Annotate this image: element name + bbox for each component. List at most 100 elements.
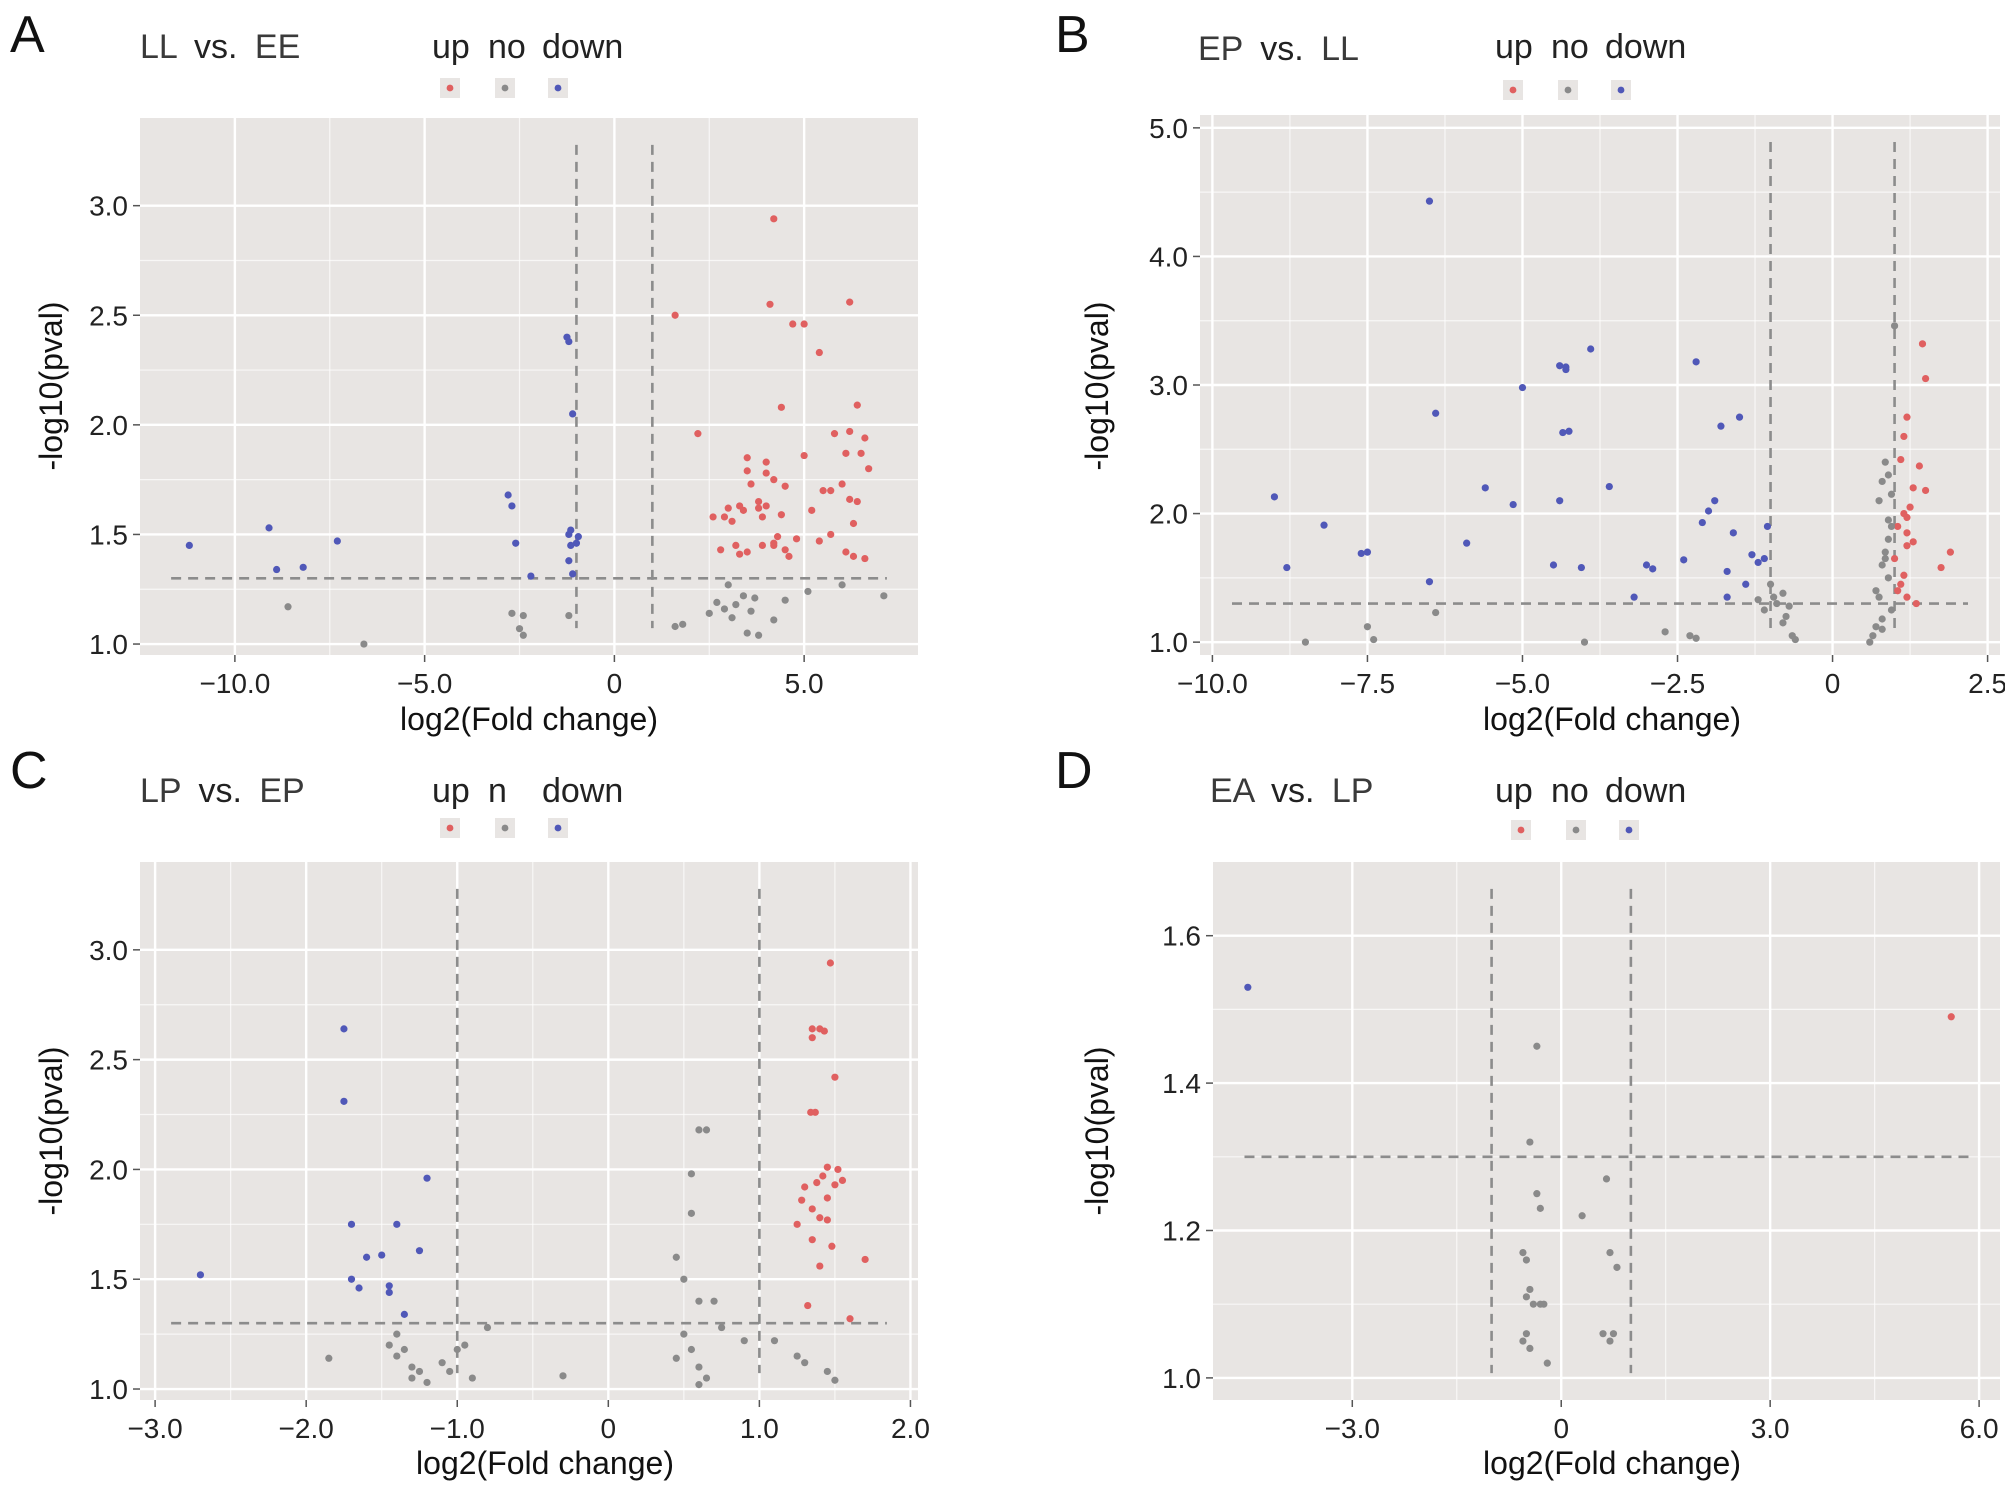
x-tick-label: −2.0 [279, 1413, 334, 1444]
plot-area [140, 862, 918, 1400]
data-point-down [1556, 362, 1564, 370]
data-point-down [347, 1220, 356, 1228]
data-point-up [811, 1108, 819, 1116]
data-point-down [1481, 484, 1489, 492]
data-point-up [743, 454, 751, 462]
data-point-no [1881, 548, 1889, 556]
data-point-no [1782, 612, 1790, 621]
data-point-down [1549, 561, 1558, 569]
panel-letter: C [10, 742, 48, 800]
data-point-no [1788, 632, 1796, 640]
legend-dot-up [1509, 86, 1517, 94]
data-point-up [743, 548, 751, 556]
data-point-no [1533, 1042, 1541, 1050]
data-point-down [1559, 428, 1567, 437]
y-axis-title: -log10(pval) [33, 302, 69, 471]
comparison-title: LL vs. EE [140, 28, 300, 66]
panel-c: C LP vs. EP up n down −3.0 −2.0 −1.0 0 1.0 2.… [10, 742, 930, 1481]
data-point-down [385, 1288, 393, 1296]
data-point-up [819, 1172, 827, 1180]
data-point-up [773, 533, 782, 541]
data-point-no [408, 1363, 416, 1371]
y-tick-label: 1.0 [89, 1374, 128, 1405]
y-tick-label: 1.5 [89, 519, 128, 550]
data-point-up [808, 1034, 816, 1042]
data-point-down [1577, 563, 1585, 572]
group-b-label: EE [255, 28, 300, 66]
data-point-down [299, 563, 307, 571]
data-point-up [758, 541, 767, 550]
data-point-no [508, 609, 516, 617]
data-point-down [574, 533, 582, 541]
data-point-down [340, 1025, 348, 1033]
data-point-up [853, 401, 861, 409]
data-point-no [720, 605, 729, 613]
x-tick-label: 0 [1825, 668, 1841, 699]
data-point-no [515, 625, 524, 633]
data-point-no [1754, 596, 1762, 604]
data-point-no [1878, 625, 1886, 633]
data-point-no [1522, 1330, 1531, 1338]
data-point-up [861, 434, 869, 442]
data-point-no [680, 1275, 688, 1283]
y-tick-label: 2.5 [89, 1045, 128, 1076]
data-point-down [347, 1275, 356, 1283]
data-point-up [816, 1214, 824, 1222]
data-point-up [1903, 529, 1911, 537]
y-tick-label: 1.0 [89, 629, 128, 660]
data-point-up [808, 506, 816, 514]
data-point-up [1921, 374, 1930, 383]
data-point-up [732, 541, 740, 550]
group-b-label: EP [259, 772, 304, 810]
data-point-no [1522, 1293, 1531, 1301]
legend-dot-down [554, 84, 562, 92]
legend-dot-no [1564, 86, 1572, 94]
vs-label: vs. [194, 28, 237, 66]
x-tick-label: −7.5 [1340, 668, 1395, 699]
data-point-no [1884, 535, 1892, 543]
data-point-no [687, 1209, 695, 1217]
data-point-up [808, 1236, 816, 1244]
data-point-up [820, 1027, 828, 1035]
data-point-no [743, 629, 751, 637]
data-point-no [1526, 1344, 1534, 1353]
data-point-no [1887, 490, 1896, 498]
y-tick-label: 3.0 [89, 191, 128, 222]
plot-area [1213, 862, 2000, 1400]
x-tick-label: 6.0 [1960, 1413, 1999, 1444]
data-point-no [1872, 587, 1880, 595]
data-point-up [777, 511, 785, 519]
data-point-up [1894, 587, 1902, 595]
data-point-up [826, 959, 834, 967]
data-point-no [1887, 522, 1896, 531]
data-point-up [838, 480, 846, 488]
data-point-down [1698, 518, 1706, 527]
x-tick-label: −5.0 [1495, 668, 1550, 699]
data-point-no [1661, 628, 1669, 636]
data-point-up [846, 298, 854, 306]
data-point-up [1894, 522, 1902, 531]
data-point-no [1692, 634, 1700, 642]
axis-ticks: −3.0 −2.0 −1.0 0 1.0 2.0 1.0 1.5 2.0 2.5 3.0 [89, 935, 930, 1444]
data-point-no [718, 1323, 726, 1332]
data-point-no [1609, 1330, 1618, 1338]
data-point-up [755, 497, 763, 506]
legend-label-up: up [1495, 28, 1533, 66]
data-point-no [1872, 623, 1880, 631]
data-point-up [770, 215, 778, 223]
threshold-lines [1232, 142, 1968, 628]
data-point-no [1522, 1256, 1531, 1264]
data-point-up [1890, 554, 1899, 563]
data-point-down [340, 1097, 348, 1105]
data-point-down [504, 491, 512, 499]
legend-label-no: no [1551, 772, 1589, 810]
panel-letter: B [1055, 6, 1090, 64]
x-tick-label: 2.5 [1968, 668, 2005, 699]
data-point-no [1779, 589, 1787, 597]
data-point-no [831, 1376, 839, 1384]
data-point-no [695, 1126, 703, 1134]
legend-label-no: n [488, 772, 507, 810]
data-point-down [1717, 422, 1725, 430]
data-point-no [1536, 1204, 1544, 1212]
data-point-no [468, 1374, 476, 1382]
